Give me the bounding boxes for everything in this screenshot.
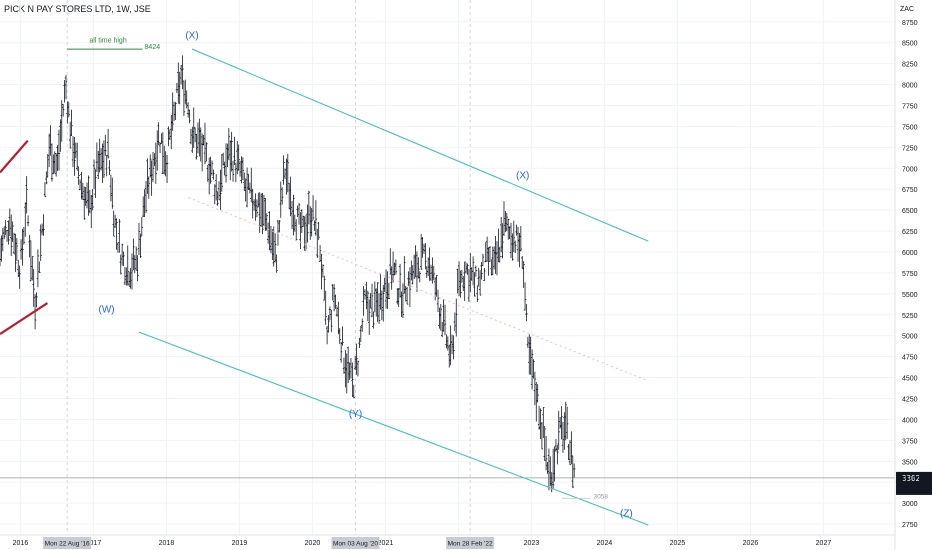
crosshair-date-label: Mon 03 Aug '20: [333, 541, 378, 548]
ath-value: 8424: [145, 44, 161, 51]
crosshair-date-tag: [43, 537, 92, 549]
mid-channel-line: [188, 197, 649, 382]
x-tick-label: 2024: [597, 540, 613, 547]
x-tick-label: 2020: [305, 540, 321, 547]
y-tick-label: 3500: [902, 459, 918, 466]
chart-title: PICK N PAY STORES LTD, 1W, JSE: [4, 4, 151, 14]
y-tick-label: 5250: [902, 313, 918, 320]
wave-label: (Z): [620, 509, 633, 520]
wave-label: (W): [99, 304, 115, 315]
x-tick-label: 2023: [524, 540, 540, 547]
currency-label: ZAC: [900, 6, 914, 13]
y-tick-label: 7000: [902, 166, 918, 173]
y-tick-label: 8750: [902, 20, 918, 27]
trendlines: [0, 48, 649, 526]
y-tick-label: 5750: [902, 271, 918, 278]
y-tick-label: 4750: [902, 355, 918, 362]
x-tick-label: 2016: [13, 540, 29, 547]
y-tick-label: 4500: [902, 376, 918, 383]
upper-channel-line: [191, 48, 649, 242]
crosshair-date-tag: [446, 537, 495, 549]
wedge-upper-line: [0, 139, 29, 174]
x-tick-label: 2025: [670, 540, 686, 547]
wedge-lower-line: [0, 302, 49, 335]
y-tick-label: 6250: [902, 229, 918, 236]
grid: [0, 0, 895, 535]
y-tick-label: 2750: [902, 522, 918, 529]
wave-label: (Y): [349, 409, 362, 420]
y-tick-label: 5500: [902, 292, 918, 299]
y-tick-label: 7750: [902, 103, 918, 110]
y-tick-label: 7500: [902, 124, 918, 131]
y-tick-label: 8000: [902, 83, 918, 90]
wave-label: (X): [516, 170, 529, 181]
y-tick-label: 6750: [902, 187, 918, 194]
y-tick-label: 6000: [902, 250, 918, 257]
y-tick-label: 8250: [902, 62, 918, 69]
ath-label: all time high: [89, 38, 126, 45]
x-tick-label: 2019: [232, 540, 248, 547]
crosshair-date-label: Mon 28 Feb '22: [448, 541, 493, 548]
y-tick-label: 3750: [902, 438, 918, 445]
wave-label: (X): [185, 31, 198, 42]
price-tag-box: [896, 471, 932, 495]
crosshair-date-label: Mon 22 Aug '16: [45, 541, 90, 548]
y-tick-label: 5000: [902, 334, 918, 341]
x-tick-label: 2018: [159, 540, 175, 547]
crosshair-date-tag: [331, 537, 380, 549]
y-tick-label: 7250: [902, 145, 918, 152]
y-tick-label: 4250: [902, 397, 918, 404]
lower-channel-line: [138, 331, 649, 526]
y-tick-label: 6500: [902, 208, 918, 215]
y-tick-label: 8500: [902, 41, 918, 48]
annotations: all time high 8424 (X) (W) (Y) (X) (Z) 3058: [89, 31, 632, 520]
y-tick-label: 3000: [902, 501, 918, 508]
x-tick-label: 2026: [743, 540, 759, 547]
low-value: 3058: [594, 493, 609, 500]
countdown-timer: 03:11:01: [899, 475, 932, 484]
x-tick-label: 2027: [816, 540, 832, 547]
price-bars: [0, 55, 576, 493]
x-tick-label: 2017: [86, 540, 102, 547]
y-tick-label: 4000: [902, 417, 918, 424]
x-tick-label: 2021: [378, 540, 394, 547]
price-tag-value: 3302: [902, 474, 920, 483]
